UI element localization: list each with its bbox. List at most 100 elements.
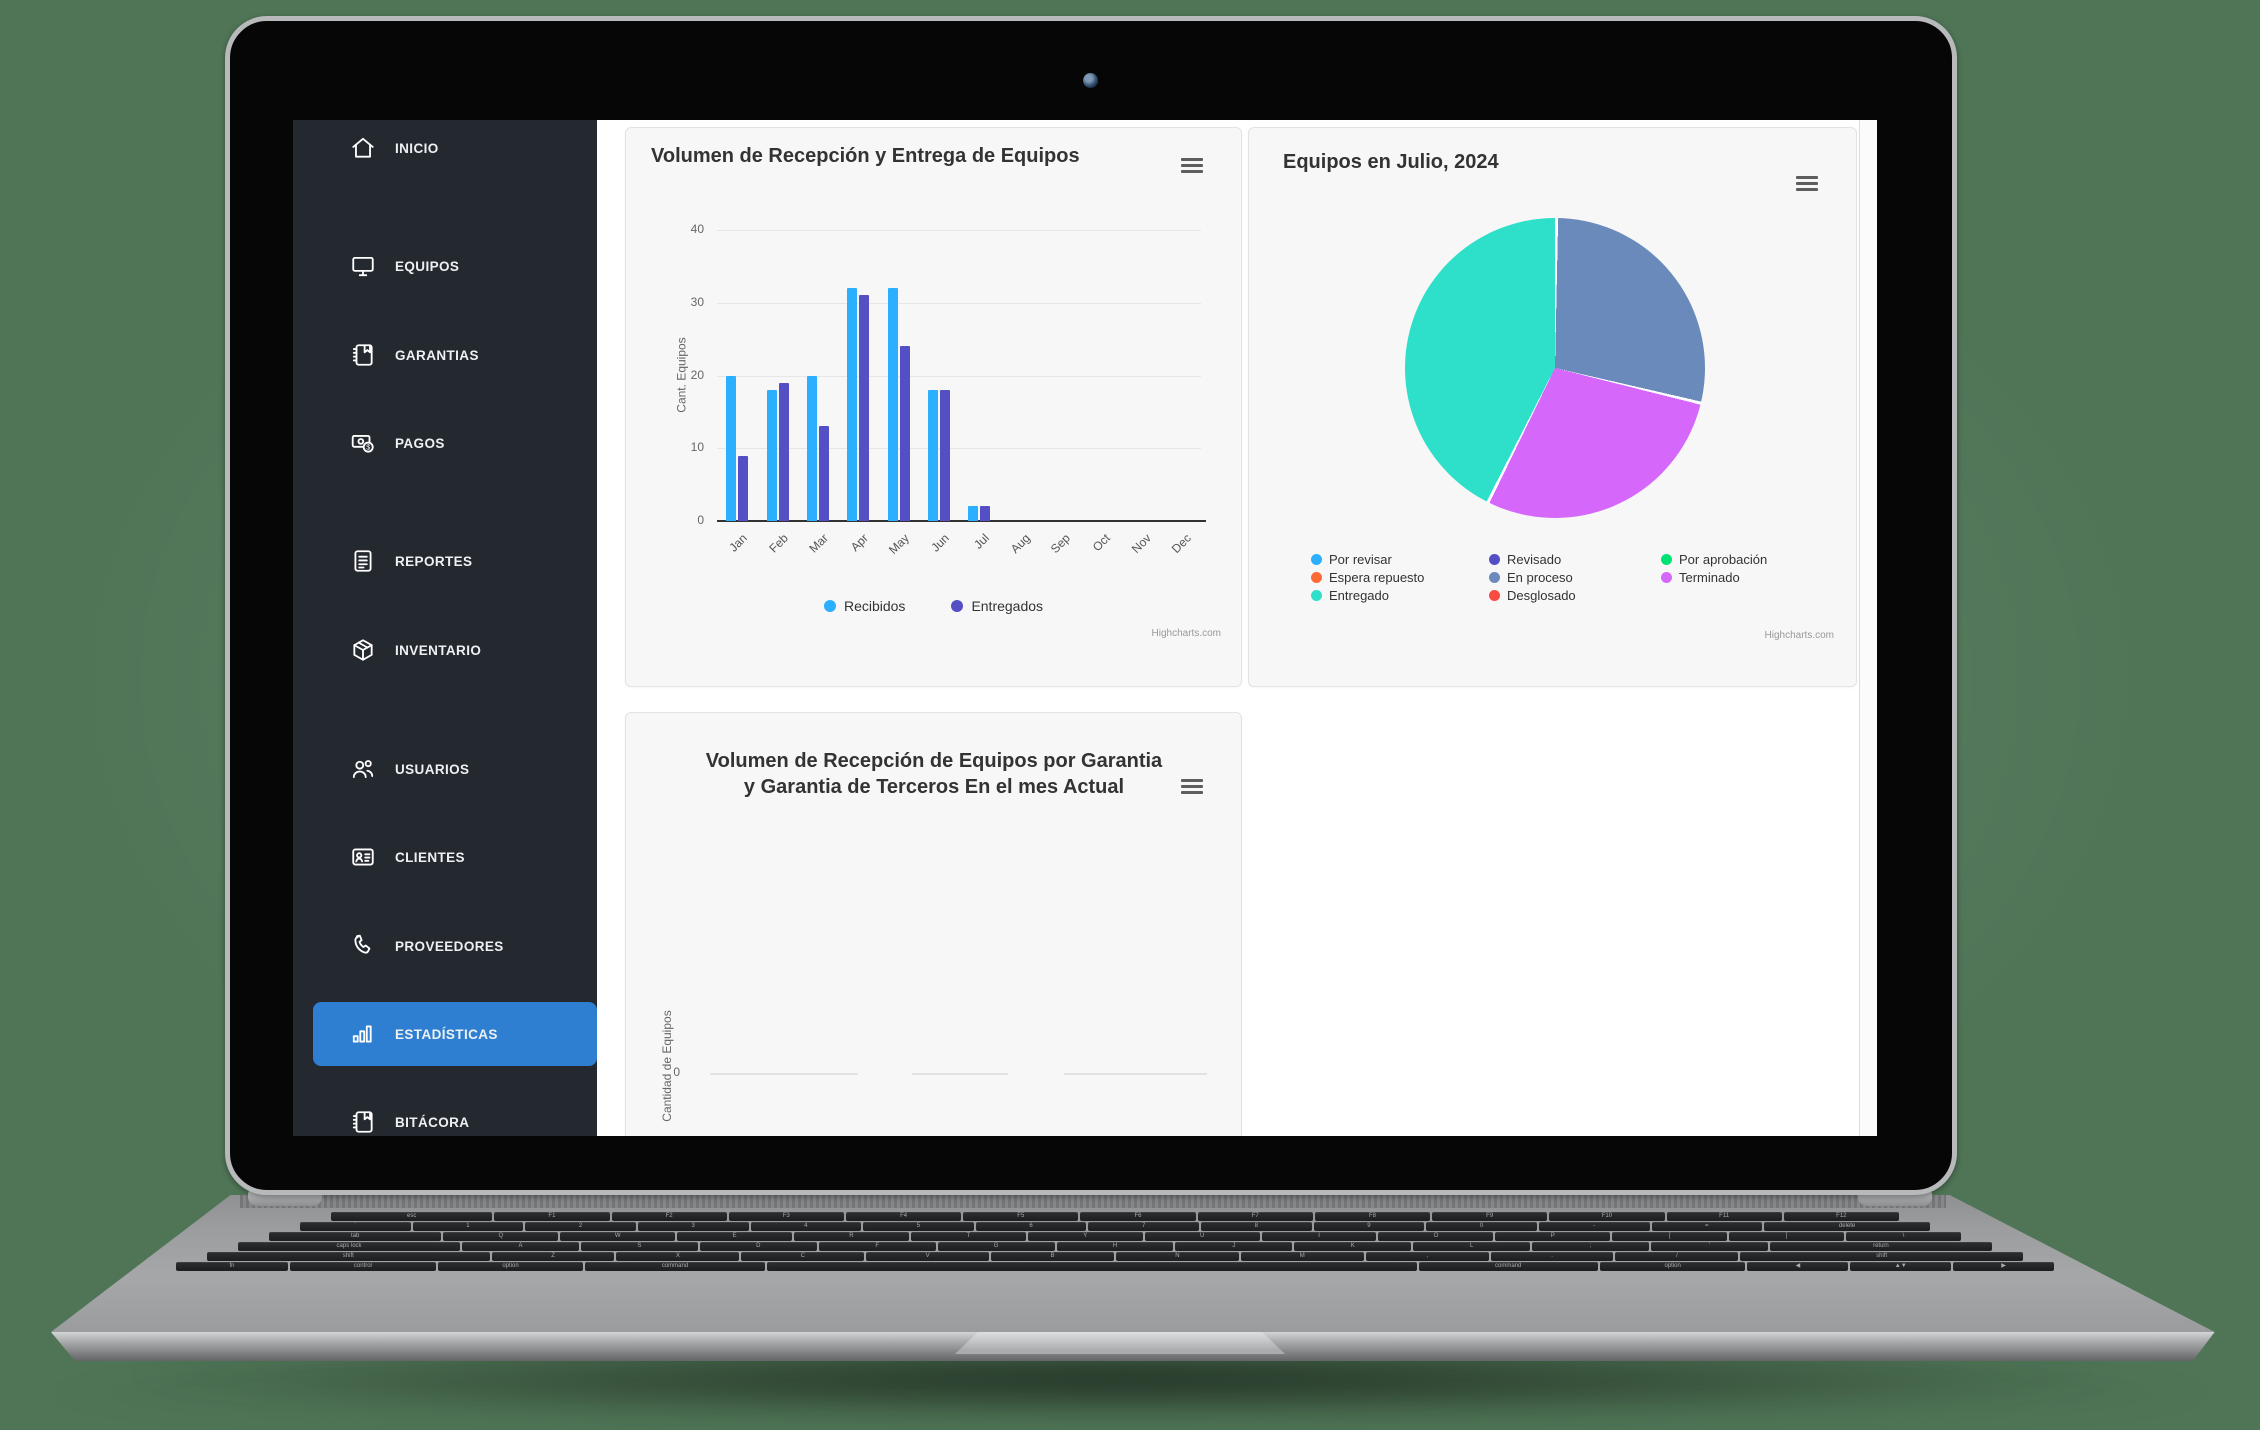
gridline	[717, 230, 1201, 231]
keyboard-key: shift	[1740, 1252, 2023, 1261]
highcharts-credits[interactable]: Highcharts.com	[1764, 630, 1834, 641]
zero-gridline-segment	[912, 1073, 1008, 1075]
chart-legend: Recibidos Entregados	[626, 598, 1241, 614]
sidebar-item-equipos[interactable]: EQUIPOS	[293, 238, 597, 294]
keyboard-key: C	[741, 1252, 865, 1261]
legend-swatch	[1661, 554, 1672, 565]
keyboard-key: ▶	[1953, 1262, 2054, 1271]
sidebar-item-reportes[interactable]: REPORTES	[293, 533, 597, 589]
keyboard-key: U	[1144, 1232, 1260, 1241]
keyboard-key: Q	[443, 1232, 559, 1241]
monitor-icon	[349, 252, 377, 280]
sidebar-item-pagos[interactable]: $ PAGOS	[293, 415, 597, 471]
id-card-icon	[349, 843, 377, 871]
keyboard-key: tab	[269, 1232, 442, 1241]
keyboard-key: =	[1651, 1222, 1763, 1231]
chart-context-menu-icon[interactable]	[1796, 176, 1818, 191]
legend-item-en-proceso[interactable]: En proceso	[1489, 570, 1661, 585]
keyboard-key: E	[677, 1232, 793, 1241]
bar-entregados-feb	[778, 382, 789, 521]
sidebar-item-inicio[interactable]: INICIO	[293, 120, 597, 176]
highcharts-credits[interactable]: Highcharts.com	[1151, 628, 1221, 639]
home-icon	[349, 134, 377, 162]
app-window: INICIO EQUIPOS GARANTIAS $	[293, 120, 1877, 1136]
keyboard-key: .	[1490, 1252, 1614, 1261]
sidebar-item-label: PROVEEDORES	[395, 938, 504, 954]
x-axis-label: Jun	[928, 531, 952, 555]
keyboard-key: F9	[1432, 1212, 1548, 1221]
keyboard-key: \	[1846, 1232, 1961, 1241]
sidebar-item-usuarios[interactable]: USUARIOS	[293, 741, 597, 797]
y-axis-label: 0	[673, 1065, 680, 1079]
pie-chart[interactable]	[1405, 218, 1705, 518]
keyboard-key: L	[1413, 1242, 1531, 1251]
keyboard-key: V	[866, 1252, 990, 1261]
pie-legend: Por revisar Revisado Por aprobación Espera …	[1311, 552, 1767, 603]
legend-label: Revisado	[1507, 552, 1562, 567]
keyboard-key: fn	[176, 1262, 289, 1271]
keyboard-key: command	[1418, 1262, 1598, 1271]
chart-context-menu-icon[interactable]	[1181, 779, 1203, 794]
sidebar-item-inventario[interactable]: INVENTARIO	[293, 622, 597, 678]
sidebar-item-garantias[interactable]: GARANTIAS	[293, 327, 597, 383]
content-scrollbar[interactable]	[1859, 120, 1877, 1136]
bar-recibidos-apr	[847, 288, 858, 521]
legend-item-entregados[interactable]: Entregados	[951, 598, 1043, 614]
keyboard-key: Y	[1027, 1232, 1143, 1241]
gridline	[717, 302, 1201, 304]
legend-swatch	[823, 600, 836, 612]
legend-item-revisado[interactable]: Revisado	[1489, 552, 1661, 567]
sidebar-item-label: BITÁCORA	[395, 1114, 470, 1130]
x-axis-label: Mar	[806, 531, 831, 556]
svg-text:$: $	[366, 445, 370, 452]
keyboard-key: -	[1538, 1222, 1650, 1231]
card-equipos-julio: Equipos en Julio, 2024 Por revisar Revisa…	[1248, 127, 1857, 687]
chart-context-menu-icon[interactable]	[1181, 158, 1203, 173]
journal-icon	[349, 1108, 377, 1136]
bar-entregados-apr	[859, 295, 870, 521]
keyboard-key: O	[1378, 1232, 1494, 1241]
keyboard-key: R	[794, 1232, 909, 1241]
zero-gridline-segment	[1064, 1073, 1207, 1075]
legend-item-recibidos[interactable]: Recibidos	[823, 598, 905, 614]
keyboard-key: 0	[1426, 1222, 1537, 1231]
keyboard-row: caps lock A S D F G H J K L; ' return	[237, 1242, 1993, 1251]
y-axis-label: 10	[690, 440, 704, 455]
legend-item-por-revisar[interactable]: Por revisar	[1311, 552, 1489, 567]
card-volumen-garantia-terceros: Volumen de Recepción de Equipos por Gara…	[625, 712, 1242, 1136]
legend-item-por-aprobación[interactable]: Por aprobación	[1661, 552, 1767, 567]
sidebar-item-bitacora[interactable]: BITÁCORA	[293, 1094, 597, 1136]
money-icon: $	[349, 429, 377, 457]
keyboard-key: 9	[1313, 1222, 1425, 1231]
bar-recibidos-feb	[766, 390, 777, 521]
hinge-vent	[240, 1195, 1946, 1208]
keyboard-key: A	[462, 1242, 579, 1251]
legend-swatch	[1661, 572, 1672, 583]
legend-item-entregado[interactable]: Entregado	[1311, 588, 1489, 603]
keyboard-key: F11	[1666, 1212, 1782, 1221]
keyboard-key: B	[991, 1252, 1114, 1261]
sidebar-item-clientes[interactable]: CLIENTES	[293, 829, 597, 885]
legend-item-terminado[interactable]: Terminado	[1661, 570, 1767, 585]
x-axis-label: Sep	[1047, 531, 1073, 557]
thumb-scoop	[955, 1332, 1285, 1354]
legend-item-espera-repuesto[interactable]: Espera repuesto	[1311, 570, 1489, 585]
keyboard-key: ◀	[1747, 1262, 1849, 1271]
sidebar-item-proveedores[interactable]: PROVEEDORES	[293, 918, 597, 974]
legend-item-desglosado[interactable]: Desglosado	[1489, 588, 1661, 603]
keyboard-key: F	[818, 1242, 936, 1251]
keyboard-key: option	[1599, 1262, 1746, 1271]
keyboard-key: '	[1651, 1242, 1768, 1251]
keyboard-key: F10	[1549, 1212, 1665, 1221]
sidebar-item-label: INICIO	[395, 140, 439, 156]
sidebar-item-estadisticas[interactable]: ESTADÍSTICAS	[293, 1006, 597, 1062]
keyboard-key: Z	[491, 1252, 615, 1261]
keyboard-key: ]	[1729, 1232, 1845, 1241]
keyboard-key: [	[1612, 1232, 1728, 1241]
bar-entregados-mar	[818, 426, 829, 521]
x-axis-label: Nov	[1128, 531, 1154, 556]
keyboard-key: 1	[412, 1222, 524, 1231]
bar-entregados-jan	[738, 455, 749, 521]
laptop-shadow-soft	[40, 1368, 2220, 1418]
